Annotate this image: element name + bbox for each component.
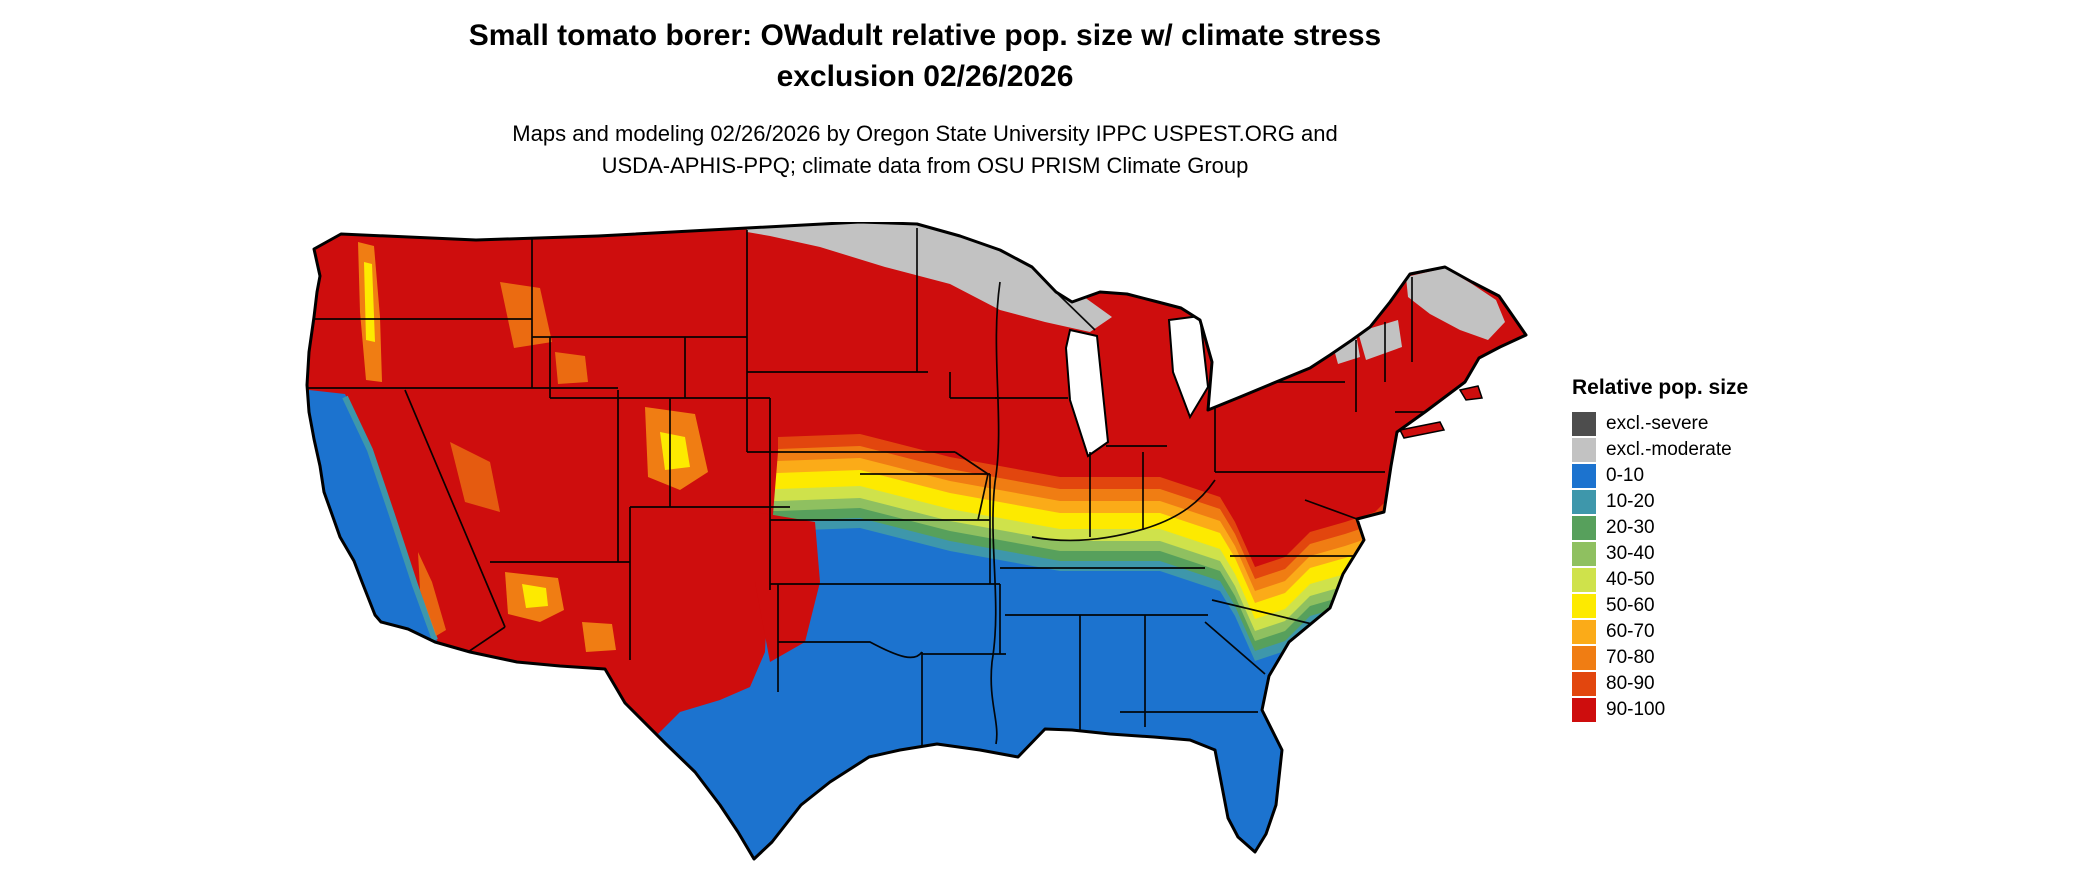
legend-item-label: 20-30 <box>1606 517 1655 538</box>
legend-item-label: excl.-moderate <box>1606 439 1732 460</box>
us-map-svg <box>305 222 1528 861</box>
legend-item: excl.-severe <box>1572 412 1892 436</box>
region-california-teal-fringe <box>342 395 438 642</box>
legend-item: 20-30 <box>1572 516 1892 540</box>
legend-item: 70-80 <box>1572 646 1892 670</box>
region-arizona-yellow <box>522 584 548 608</box>
region-california-blue <box>309 390 460 660</box>
legend-item-label: 0-10 <box>1606 465 1645 486</box>
region-cascades-yellow <box>364 262 375 342</box>
map-title: Small tomato borer: OWadult relative pop… <box>300 16 1550 97</box>
legend-item: 90-100 <box>1572 698 1892 722</box>
legend-swatch <box>1572 646 1596 670</box>
legend-title: Relative pop. size <box>1572 376 1749 399</box>
title-line2: exclusion 02/26/2026 <box>776 59 1074 93</box>
map-fill-layers <box>307 222 1526 859</box>
region-yellowstone-orange <box>555 352 588 384</box>
region-excl-moderate-maine <box>1406 268 1505 340</box>
state-borders <box>307 228 1452 747</box>
title-line1: Small tomato borer: OWadult relative pop… <box>468 19 1382 52</box>
us-map <box>300 222 1540 884</box>
legend-item-label: 60-70 <box>1606 621 1655 642</box>
lake-michigan <box>1064 328 1110 458</box>
legend-item-label: 80-90 <box>1606 673 1655 694</box>
legend-items: excl.-severe excl.-moderate 0-10 10-20 20-30… <box>1572 412 1892 722</box>
legend-item: 10-20 <box>1572 490 1892 514</box>
legend-swatch <box>1572 672 1596 696</box>
subtitle-line2: USDA-APHIS-PPQ; climate data from OSU PR… <box>601 152 1249 178</box>
legend-item-label: 70-80 <box>1606 647 1655 668</box>
subtitle-line1: Maps and modeling 02/26/2026 by Oregon S… <box>512 121 1338 146</box>
legend-item: 30-40 <box>1572 542 1892 566</box>
legend-swatch <box>1572 464 1596 488</box>
legend-swatch <box>1572 412 1596 436</box>
region-nrockies-orange <box>500 282 552 348</box>
legend-item: 60-70 <box>1572 620 1892 644</box>
legend-item: excl.-moderate <box>1572 438 1892 462</box>
region-wtexas-red <box>755 512 820 662</box>
legend-swatch <box>1572 490 1596 514</box>
legend-swatch <box>1572 438 1596 462</box>
cape-cod <box>1458 385 1484 401</box>
legend-item: 50-60 <box>1572 594 1892 618</box>
region-sierra-orange <box>418 552 446 636</box>
region-colorado-rockies-yellow <box>660 432 690 470</box>
legend: Relative pop. size excl.-severe excl.-mod… <box>1572 376 1892 724</box>
long-island <box>1398 421 1446 439</box>
legend-swatch <box>1572 594 1596 618</box>
legend-swatch <box>1572 698 1596 722</box>
legend-swatch <box>1572 542 1596 566</box>
legend-item-label: 90-100 <box>1606 699 1666 720</box>
legend-item: 80-90 <box>1572 672 1892 696</box>
legend-item: 40-50 <box>1572 568 1892 592</box>
legend-item-label: excl.-severe <box>1606 413 1709 434</box>
legend-item-label: 30-40 <box>1606 543 1655 564</box>
legend-item-label: 40-50 <box>1606 569 1655 590</box>
region-excl-moderate-north <box>747 222 1112 332</box>
legend-swatch <box>1572 568 1596 592</box>
map-subtitle: Maps and modeling 02/26/2026 by Oregon S… <box>300 118 1550 182</box>
us-outline <box>305 222 1528 861</box>
legend-item-label: 10-20 <box>1606 491 1655 512</box>
region-nevada-orange <box>450 442 500 512</box>
legend-item: 0-10 <box>1572 464 1892 488</box>
region-excl-moderate-nhvt <box>1358 320 1402 360</box>
legend-item-label: 50-60 <box>1606 595 1655 616</box>
legend-swatch <box>1572 620 1596 644</box>
region-newmexico-orange <box>582 622 616 652</box>
legend-swatch <box>1572 516 1596 540</box>
